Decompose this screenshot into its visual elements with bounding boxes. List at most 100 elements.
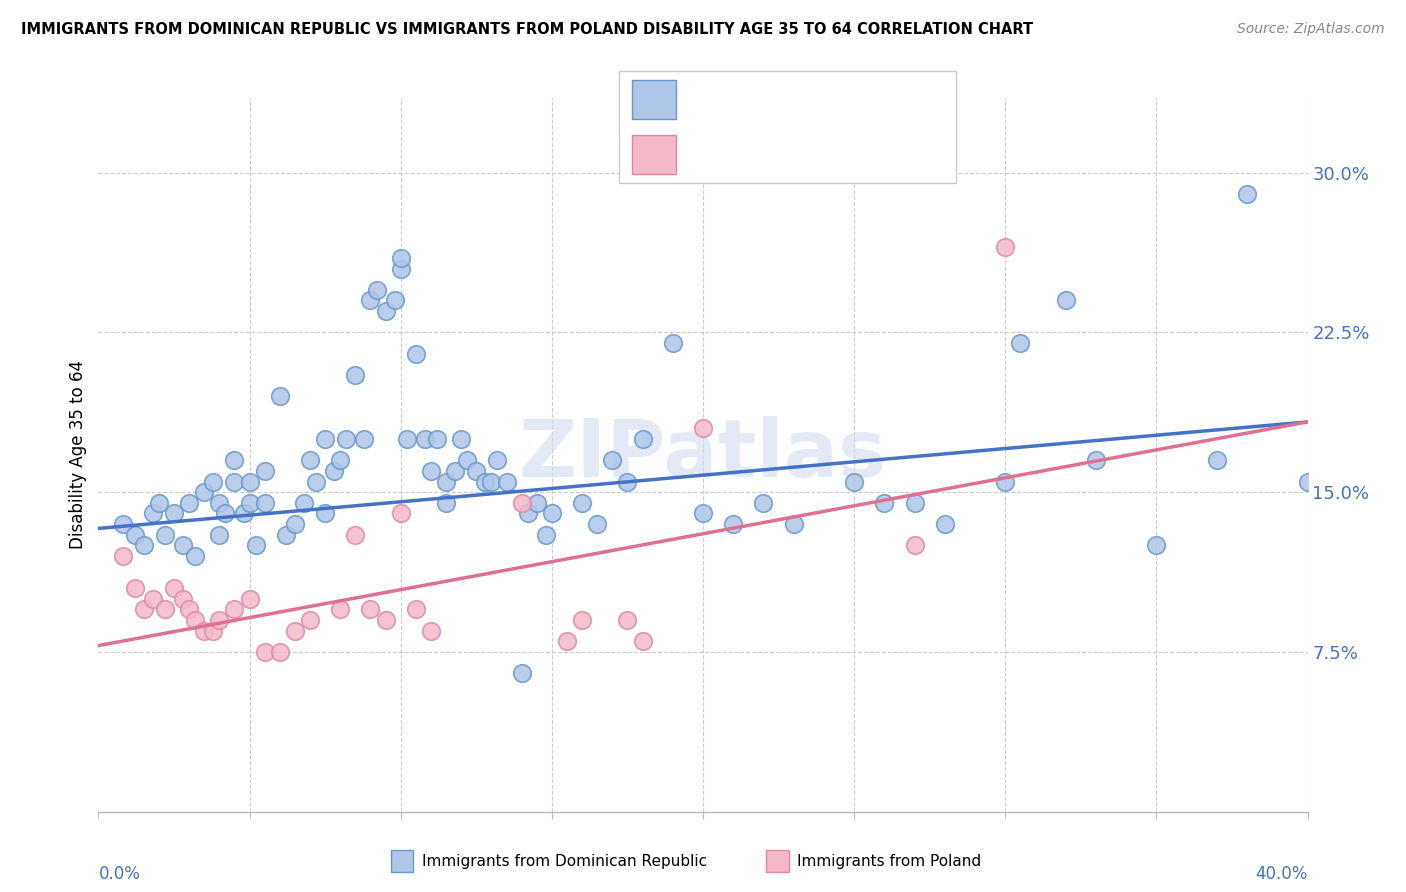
Point [177, 496, 201, 510]
Point [111, 517, 134, 532]
Point [329, 602, 352, 616]
Point [419, 624, 441, 638]
Point [208, 613, 231, 627]
FancyBboxPatch shape [619, 71, 956, 183]
Point [335, 432, 357, 446]
Text: IMMIGRANTS FROM DOMINICAN REPUBLIC VS IMMIGRANTS FROM POLAND DISABILITY AGE 35 T: IMMIGRANTS FROM DOMINICAN REPUBLIC VS IM… [21, 22, 1033, 37]
Point [239, 475, 262, 489]
Text: R = 0.266: R = 0.266 [689, 90, 773, 108]
Point [571, 613, 593, 627]
Point [163, 581, 186, 595]
Point [384, 293, 406, 308]
Point [253, 496, 276, 510]
Point [631, 432, 654, 446]
Point [526, 496, 548, 510]
Point [208, 496, 231, 510]
Point [124, 528, 146, 542]
Point [450, 432, 472, 446]
Point [495, 475, 517, 489]
Point [904, 538, 927, 552]
Point [202, 475, 225, 489]
Point [692, 421, 714, 435]
Point [360, 602, 382, 616]
Point [516, 507, 538, 521]
Point [486, 453, 509, 467]
Point [481, 475, 503, 489]
Point [232, 507, 254, 521]
Point [253, 645, 276, 659]
Point [434, 496, 457, 510]
Point [366, 283, 388, 297]
Point [1144, 538, 1167, 552]
Point [510, 496, 533, 510]
Point [555, 634, 578, 648]
Point [426, 432, 449, 446]
Point [344, 368, 367, 382]
Point [374, 304, 396, 318]
Point [172, 538, 194, 552]
Point [299, 453, 322, 467]
Text: ZIPatlas: ZIPatlas [519, 416, 887, 494]
Point [873, 496, 896, 510]
Point [994, 475, 1017, 489]
Point [202, 624, 225, 638]
Text: 40.0%: 40.0% [1256, 865, 1308, 883]
Point [208, 528, 231, 542]
Point [1085, 453, 1108, 467]
Text: N = 33: N = 33 [838, 146, 900, 164]
Text: N = 82: N = 82 [838, 90, 900, 108]
Point [374, 613, 396, 627]
Point [153, 528, 176, 542]
Point [389, 251, 412, 265]
Point [389, 261, 412, 276]
Point [314, 507, 336, 521]
Point [274, 528, 297, 542]
Point [239, 496, 262, 510]
Point [111, 549, 134, 563]
Point [142, 591, 165, 606]
Point [510, 666, 533, 681]
Point [474, 475, 496, 489]
Point [405, 602, 427, 616]
Point [904, 496, 927, 510]
Point [163, 507, 186, 521]
Point [616, 613, 638, 627]
Point [269, 645, 291, 659]
Point [752, 496, 775, 510]
Point [292, 496, 315, 510]
Point [1296, 475, 1319, 489]
Point [1010, 336, 1032, 351]
Point [284, 624, 307, 638]
Point [239, 591, 262, 606]
Text: R = 0.457: R = 0.457 [689, 146, 773, 164]
Point [193, 485, 215, 500]
Point [142, 507, 165, 521]
Point [193, 624, 215, 638]
Point [269, 389, 291, 403]
Point [540, 507, 562, 521]
Point [413, 432, 436, 446]
Point [1236, 186, 1258, 201]
Point [465, 464, 488, 478]
Point [692, 507, 714, 521]
Point [419, 464, 441, 478]
Point [284, 517, 307, 532]
Point [571, 496, 593, 510]
Point [323, 464, 346, 478]
Point [395, 432, 418, 446]
Point [1206, 453, 1229, 467]
Point [934, 517, 956, 532]
FancyBboxPatch shape [633, 135, 676, 174]
Point [616, 475, 638, 489]
Point [456, 453, 478, 467]
Point [1054, 293, 1077, 308]
Point [172, 591, 194, 606]
Text: 0.0%: 0.0% [98, 865, 141, 883]
Point [245, 538, 267, 552]
Y-axis label: Disability Age 35 to 64: Disability Age 35 to 64 [69, 360, 87, 549]
Point [534, 528, 557, 542]
Point [214, 507, 236, 521]
Point [405, 347, 427, 361]
Point [994, 240, 1017, 254]
Point [253, 464, 276, 478]
